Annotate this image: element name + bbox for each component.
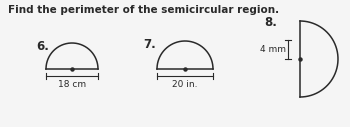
Text: 7.: 7.: [143, 38, 156, 51]
Text: 8.: 8.: [264, 16, 277, 29]
Text: 18 cm: 18 cm: [58, 80, 86, 89]
Text: Find the perimeter of the semicircular region.: Find the perimeter of the semicircular r…: [8, 5, 279, 15]
Text: 4 mm: 4 mm: [260, 45, 286, 54]
Text: 6.: 6.: [36, 40, 49, 53]
Text: 20 in.: 20 in.: [172, 80, 198, 89]
